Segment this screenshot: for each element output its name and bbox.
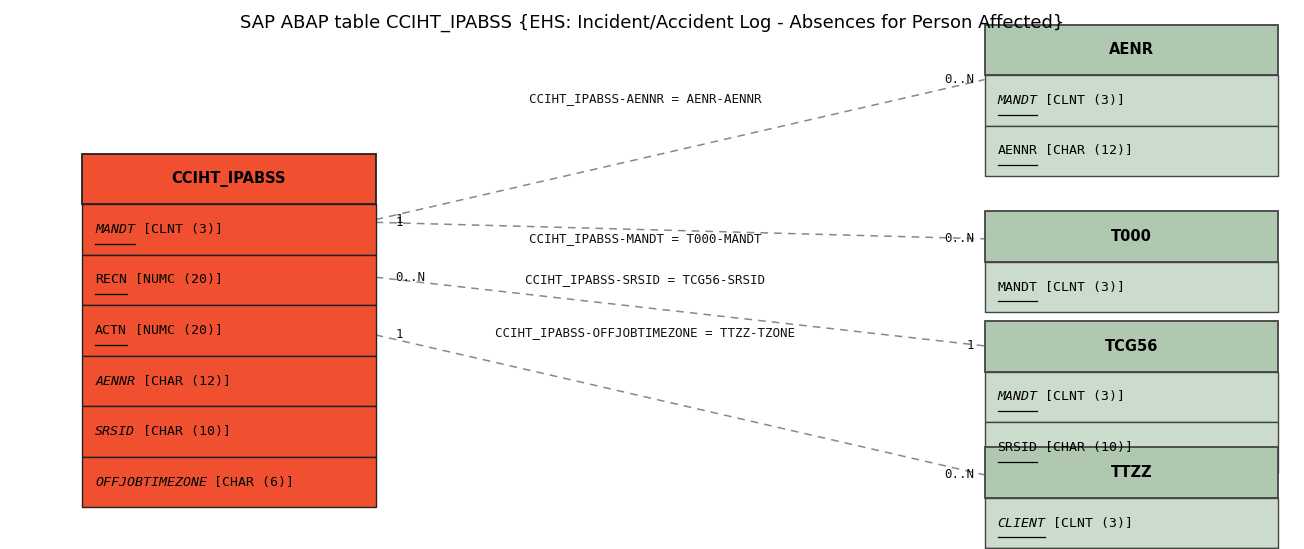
Text: 0..N: 0..N xyxy=(944,73,974,86)
Text: [CHAR (12)]: [CHAR (12)] xyxy=(1037,144,1133,158)
Text: MANDT: MANDT xyxy=(95,223,136,236)
Bar xyxy=(985,262,1278,312)
Text: SAP ABAP table CCIHT_IPABSS {EHS: Incident/Accident Log - Absences for Person Af: SAP ABAP table CCIHT_IPABSS {EHS: Incide… xyxy=(240,14,1064,32)
Text: AENR: AENR xyxy=(1108,42,1154,58)
Text: 1: 1 xyxy=(966,339,974,352)
Text: 1: 1 xyxy=(395,213,403,226)
Bar xyxy=(985,372,1278,422)
Bar xyxy=(82,204,376,255)
Text: 0..N: 0..N xyxy=(395,271,425,284)
Bar xyxy=(985,25,1278,75)
Text: CCIHT_IPABSS-SRSID = TCG56-SRSID: CCIHT_IPABSS-SRSID = TCG56-SRSID xyxy=(526,273,765,287)
Bar xyxy=(82,406,376,457)
Text: MANDT: MANDT xyxy=(998,94,1038,107)
Text: TCG56: TCG56 xyxy=(1104,339,1158,354)
Text: CLIENT: CLIENT xyxy=(998,517,1046,530)
Bar xyxy=(985,321,1278,372)
Bar xyxy=(82,154,376,204)
Text: [CLNT (3)]: [CLNT (3)] xyxy=(1045,517,1133,530)
Text: [CHAR (10)]: [CHAR (10)] xyxy=(1037,441,1133,454)
Text: 0..N: 0..N xyxy=(944,468,974,481)
Text: [CHAR (6)]: [CHAR (6)] xyxy=(206,475,295,489)
Text: ACTN: ACTN xyxy=(95,324,128,337)
Text: CCIHT_IPABSS-AENNR = AENR-AENNR: CCIHT_IPABSS-AENNR = AENR-AENNR xyxy=(529,92,762,105)
Bar xyxy=(985,548,1278,549)
Text: RECN: RECN xyxy=(95,273,128,287)
Text: [NUMC (20)]: [NUMC (20)] xyxy=(126,273,223,287)
Text: [CHAR (10)]: [CHAR (10)] xyxy=(134,425,231,438)
Bar xyxy=(985,422,1278,473)
Text: AENNR: AENNR xyxy=(95,374,136,388)
Text: [CHAR (12)]: [CHAR (12)] xyxy=(134,374,231,388)
Bar xyxy=(82,457,376,507)
Text: TTZZ: TTZZ xyxy=(1111,465,1151,480)
Text: [CLNT (3)]: [CLNT (3)] xyxy=(1037,94,1125,107)
Text: [CLNT (3)]: [CLNT (3)] xyxy=(134,223,223,236)
Text: CCIHT_IPABSS-OFFJOBTIMEZONE = TTZZ-TZONE: CCIHT_IPABSS-OFFJOBTIMEZONE = TTZZ-TZONE xyxy=(496,326,795,339)
Bar xyxy=(985,498,1278,548)
Text: 0..N: 0..N xyxy=(944,232,974,245)
Text: OFFJOBTIMEZONE: OFFJOBTIMEZONE xyxy=(95,475,207,489)
Text: T000: T000 xyxy=(1111,229,1151,244)
Text: CCIHT_IPABSS: CCIHT_IPABSS xyxy=(172,171,286,187)
Text: [CLNT (3)]: [CLNT (3)] xyxy=(1037,390,1125,404)
Text: SRSID: SRSID xyxy=(998,441,1038,454)
Bar xyxy=(985,447,1278,498)
Bar xyxy=(82,356,376,406)
Text: MANDT: MANDT xyxy=(998,390,1038,404)
Bar xyxy=(985,126,1278,176)
Text: 1: 1 xyxy=(395,328,403,341)
Bar xyxy=(985,211,1278,262)
Bar xyxy=(82,305,376,356)
Text: AENNR: AENNR xyxy=(998,144,1038,158)
Bar xyxy=(82,255,376,305)
Text: CCIHT_IPABSS-MANDT = T000-MANDT: CCIHT_IPABSS-MANDT = T000-MANDT xyxy=(529,232,762,245)
Text: [NUMC (20)]: [NUMC (20)] xyxy=(126,324,223,337)
Text: [CLNT (3)]: [CLNT (3)] xyxy=(1037,281,1125,294)
Text: SRSID: SRSID xyxy=(95,425,136,438)
Text: 1: 1 xyxy=(395,216,403,229)
Bar xyxy=(985,75,1278,126)
Text: MANDT: MANDT xyxy=(998,281,1038,294)
